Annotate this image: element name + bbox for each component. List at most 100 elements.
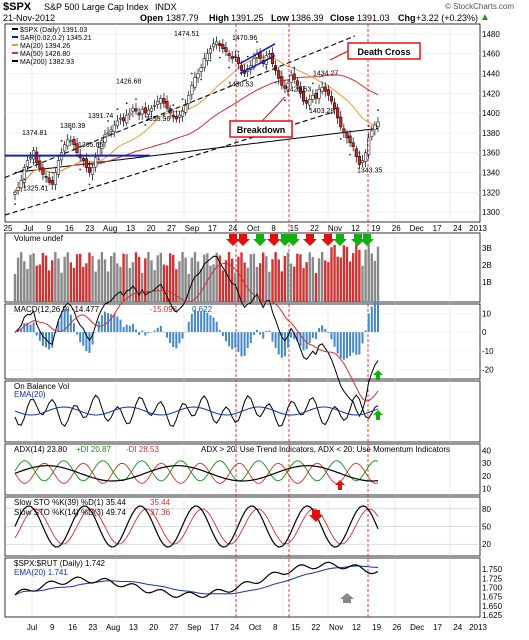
- sar-dot: [116, 108, 119, 111]
- sto-short-d-legend: 37.36: [150, 508, 171, 517]
- volume-bar: [209, 265, 212, 302]
- volume-bar: [35, 265, 38, 302]
- volume-bar: [224, 260, 228, 302]
- macd-histogram-bar: [256, 329, 258, 333]
- chart-date: 21-Nov-2012: [3, 13, 56, 23]
- sar-dot: [339, 137, 342, 140]
- price-label: 1380.39: [60, 123, 85, 130]
- macd-histogram-bar: [100, 315, 103, 333]
- legend-swatch: [12, 44, 18, 46]
- x-tick-label: Dec: [410, 224, 424, 233]
- macd-histogram-bar: [265, 331, 268, 333]
- flag-line-upper: [239, 43, 276, 65]
- exchange: INDX: [155, 2, 177, 12]
- plus-di-line: [14, 460, 379, 482]
- volume-bar: [147, 252, 150, 302]
- sar-dot: [172, 104, 175, 107]
- y-tick-label: 1320: [482, 188, 500, 197]
- macd-histogram-bar: [314, 332, 317, 339]
- price-label: 1374.81: [22, 130, 47, 137]
- y-tick-label: 1480: [482, 30, 500, 39]
- x-tick-label: Oct: [249, 623, 262, 632]
- sar-dot: [321, 74, 324, 77]
- macd-signal-line: [14, 262, 379, 402]
- volume-bar: [339, 257, 342, 302]
- y-tick-label: 1340: [482, 169, 500, 178]
- macd-histogram-bar: [63, 309, 66, 333]
- candle-body: [50, 180, 54, 185]
- price-label: 1434.27: [313, 70, 338, 77]
- sar-dot: [23, 178, 26, 181]
- x-tick-label: 13: [129, 623, 138, 632]
- volume-bar: [320, 252, 324, 302]
- adx-tick: 40: [482, 446, 491, 455]
- macd-histogram-bar: [200, 311, 203, 333]
- macd-histogram-bar: [364, 330, 367, 333]
- candle-body: [239, 65, 244, 71]
- candle-body: [53, 172, 57, 185]
- sto-long-legend: Slow STO %K(39) %D(1) 35.44: [14, 498, 126, 507]
- candle-body: [100, 140, 104, 149]
- macd-histogram-bar: [166, 332, 169, 338]
- panel-frame: [4, 303, 481, 380]
- macd-histogram-bar: [318, 328, 321, 333]
- volume-bar: [299, 254, 302, 302]
- volume-bar: [230, 258, 234, 302]
- volume-bar: [78, 253, 82, 302]
- x-tick-label: 17: [208, 224, 217, 233]
- macd-histogram-bar: [131, 323, 134, 333]
- volume-bar: [203, 254, 206, 302]
- macd-histogram-bar: [212, 317, 215, 333]
- candle-body: [317, 89, 321, 99]
- price-label: 1403.28: [309, 108, 334, 115]
- volume-bar: [308, 252, 311, 302]
- candle-body: [75, 143, 79, 153]
- volume-bar: [361, 265, 364, 302]
- candle-body: [342, 128, 346, 134]
- volume-bar: [134, 252, 138, 302]
- candle-body: [305, 100, 309, 104]
- adx-legend: ADX(14) 23.80: [14, 445, 67, 454]
- candle-body: [25, 160, 29, 167]
- volume-bar: [336, 256, 339, 302]
- candle-body: [112, 124, 116, 132]
- sar-dot: [32, 161, 35, 164]
- macd-tick: -10: [482, 347, 494, 356]
- candle-body: [236, 57, 240, 64]
- volume-bar: [218, 255, 221, 302]
- volume-bar: [327, 262, 330, 302]
- death-cross-label: Death Cross: [357, 47, 410, 57]
- macd-histogram-bar: [187, 321, 190, 333]
- volume-bar: [367, 244, 370, 302]
- candle-body: [354, 148, 358, 157]
- x-tick-label: Aug: [103, 224, 117, 233]
- sar-dot: [88, 183, 91, 186]
- volume-bar: [181, 252, 184, 302]
- volume-bar: [234, 272, 237, 302]
- volume-bar: [94, 271, 97, 302]
- x-tick-label: Oct: [247, 224, 260, 233]
- sar-dot: [246, 55, 249, 58]
- candle-body: [184, 104, 188, 113]
- macd-histogram-bar: [150, 332, 153, 333]
- legend-entry: $SPX (Daily) 1391.03: [20, 27, 87, 34]
- candle-body: [320, 87, 324, 92]
- candle-body: [298, 86, 302, 94]
- macd-histogram-bar: [373, 302, 376, 333]
- candle-body: [44, 176, 48, 178]
- macd-histogram-bar: [184, 331, 187, 333]
- volume-bar: [305, 262, 308, 302]
- arrow-marker: [278, 234, 292, 246]
- obv-ema-line: [14, 406, 379, 416]
- minus-di-line: [14, 462, 379, 484]
- macd-histogram-bar: [51, 332, 54, 348]
- macd-line: [14, 255, 379, 418]
- x-tick-label: 22: [310, 224, 319, 233]
- arrow-marker: [321, 234, 335, 246]
- macd-tick: 0: [482, 328, 487, 337]
- candle-body: [280, 76, 284, 86]
- candle-body: [314, 93, 318, 99]
- volume-bar: [162, 264, 166, 302]
- macd-histogram-bar: [169, 332, 172, 344]
